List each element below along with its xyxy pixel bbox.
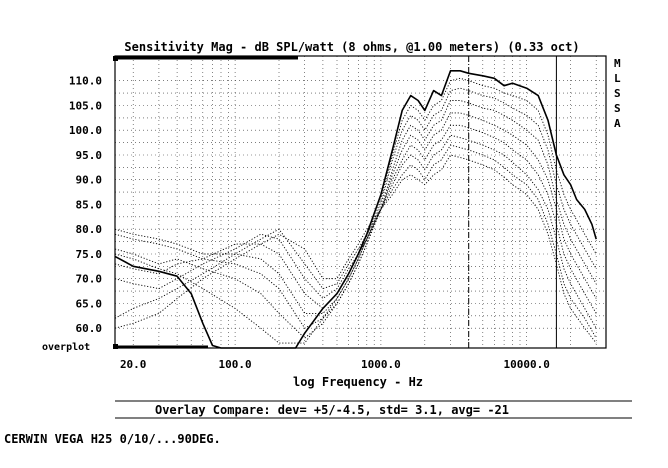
series-line-3 <box>114 87 597 339</box>
y-tick-label: 105.0 <box>69 100 102 113</box>
grid-lines <box>115 56 606 348</box>
y-tick-label: 65.0 <box>76 298 103 311</box>
y-axis-tick-labels: 110.0 105.0 100.0 95.0 90.0 85.0 80.0 75.0 70.0 6… <box>69 75 102 336</box>
y-tick-label: 100.0 <box>69 124 102 137</box>
y-tick-label: 85.0 <box>76 199 103 212</box>
series-line-4 <box>114 100 597 329</box>
x-axis-label: log Frequency - Hz <box>293 375 423 389</box>
y-tick-label: 80.0 <box>76 223 103 236</box>
x-tick-label: 1000.0 <box>361 358 401 371</box>
series-line-5 <box>114 112 597 314</box>
series-line-1 <box>114 70 597 349</box>
marker-lines <box>468 56 557 348</box>
bottom-corner-marker <box>113 344 118 349</box>
y-tick-label: 70.0 <box>76 273 103 286</box>
x-tick-label: 100.0 <box>219 358 252 371</box>
chart-title: Sensitivity Mag - dB SPL/watt (8 ohms, @… <box>124 40 579 54</box>
x-tick-label: 20.0 <box>120 358 147 371</box>
caption: CERWIN VEGA H25 0/10/...90DEG. <box>4 432 221 446</box>
x-tick-label: 10000.0 <box>504 358 550 371</box>
y-tick-label: 95.0 <box>76 149 103 162</box>
x-axis-tick-labels: 20.0 100.0 1000.0 10000.0 <box>120 358 550 371</box>
y-tick-label: 60.0 <box>76 322 103 335</box>
overlay-stats: Overlay Compare: dev= +5/-4.5, std= 3.1,… <box>155 403 509 417</box>
overplot-label: overplot <box>42 342 90 353</box>
y-tick-label: 110.0 <box>69 75 102 88</box>
y-tick-label: 90.0 <box>76 174 103 187</box>
series-line-2 <box>114 77 597 344</box>
plot-frame <box>114 55 607 349</box>
y-tick-label: 75.0 <box>76 248 103 261</box>
series-line-7 <box>114 134 597 329</box>
top-corner-marker <box>113 56 118 61</box>
series-line-6 <box>114 124 597 314</box>
series-layer <box>114 70 597 349</box>
